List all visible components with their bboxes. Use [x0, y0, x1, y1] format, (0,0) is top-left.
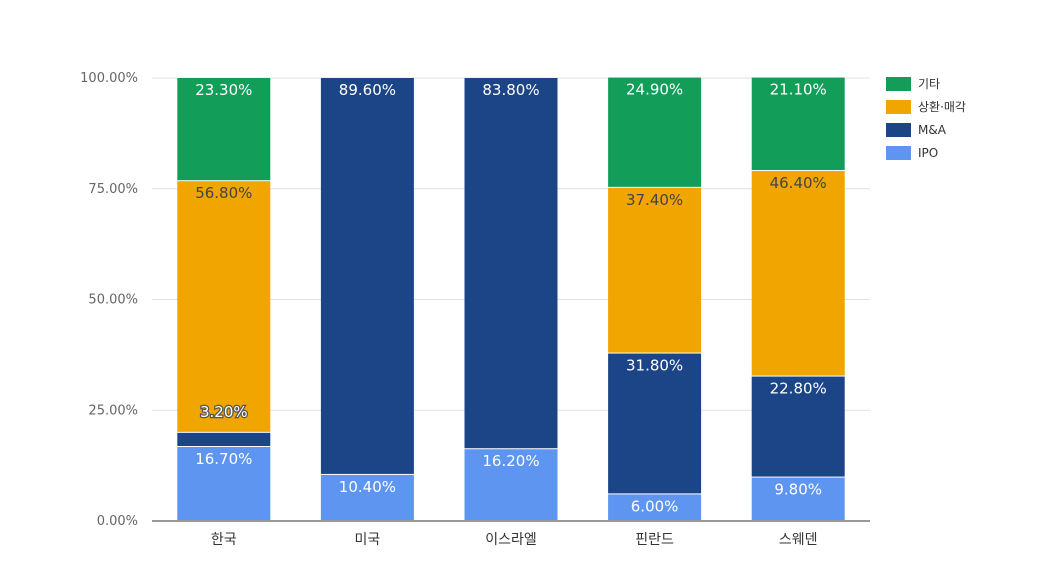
x-tick-label: 한국: [211, 532, 237, 548]
legend-swatch: [886, 123, 911, 137]
y-tick-label: 100.00%: [80, 71, 138, 86]
data-label: 16.20%: [482, 452, 539, 470]
legend-swatch: [886, 77, 911, 91]
y-tick-label: 75.00%: [88, 182, 138, 197]
x-tick-label: 이스라엘: [485, 532, 537, 548]
bar-segment: [608, 353, 702, 494]
data-label: 56.80%: [195, 184, 252, 202]
bar-segment: [177, 181, 271, 432]
data-label: 6.00%: [631, 497, 679, 515]
y-tick-label: 50.00%: [88, 293, 138, 308]
bar-segment: [608, 187, 702, 353]
x-tick-label: 스웨덴: [779, 532, 818, 548]
data-label: 37.40%: [626, 191, 683, 209]
data-label: 16.70%: [195, 450, 252, 468]
data-label: 31.80%: [626, 357, 683, 375]
bar-segment: [320, 474, 414, 520]
data-label: 83.80%: [482, 81, 539, 99]
bar-segment: [751, 77, 845, 171]
legend-swatch: [886, 100, 911, 114]
y-tick-label: 25.00%: [88, 403, 138, 418]
data-label: 22.80%: [770, 380, 827, 398]
legend-label: M&A: [918, 123, 947, 137]
bar-segment: [177, 447, 271, 520]
data-label: 21.10%: [770, 81, 827, 99]
bar-segment: [608, 77, 702, 187]
bar-segment: [751, 376, 845, 477]
bar-segment: [177, 432, 271, 447]
bar-segment: [751, 171, 845, 376]
data-labels: 16.70% 3.20% 56.80% 23.30% 10.40% 89.60% 16.20…: [195, 81, 827, 516]
bar-segment: [751, 477, 845, 520]
bar-segment: [608, 494, 702, 520]
data-label: 89.60%: [339, 81, 396, 99]
legend-swatch: [886, 146, 911, 160]
data-label: 10.40%: [339, 478, 396, 496]
data-label: 23.30%: [195, 81, 252, 99]
x-axis-ticks: 한국 미국 이스라엘 핀란드 스웨덴: [211, 532, 818, 548]
legend-label: 상환·매각: [918, 100, 966, 114]
legend-label: IPO: [918, 146, 938, 160]
data-label: 46.40%: [770, 174, 827, 192]
y-tick-label: 0.00%: [97, 514, 138, 529]
bar-segment: [320, 78, 414, 474]
bar-segment: [464, 449, 558, 520]
bar-segment: [464, 78, 558, 449]
x-tick-label: 핀란드: [635, 532, 674, 548]
x-tick-label: 미국: [355, 532, 381, 548]
data-label: 9.80%: [774, 481, 822, 499]
legend-label: 기타: [918, 77, 940, 91]
data-label: 24.90%: [626, 81, 683, 99]
y-axis-ticks: 0.00% 25.00% 50.00% 75.00% 100.00%: [80, 71, 138, 529]
bars: [177, 77, 845, 520]
bar-segment: [177, 78, 271, 181]
data-label: 3.20%: [200, 403, 248, 421]
